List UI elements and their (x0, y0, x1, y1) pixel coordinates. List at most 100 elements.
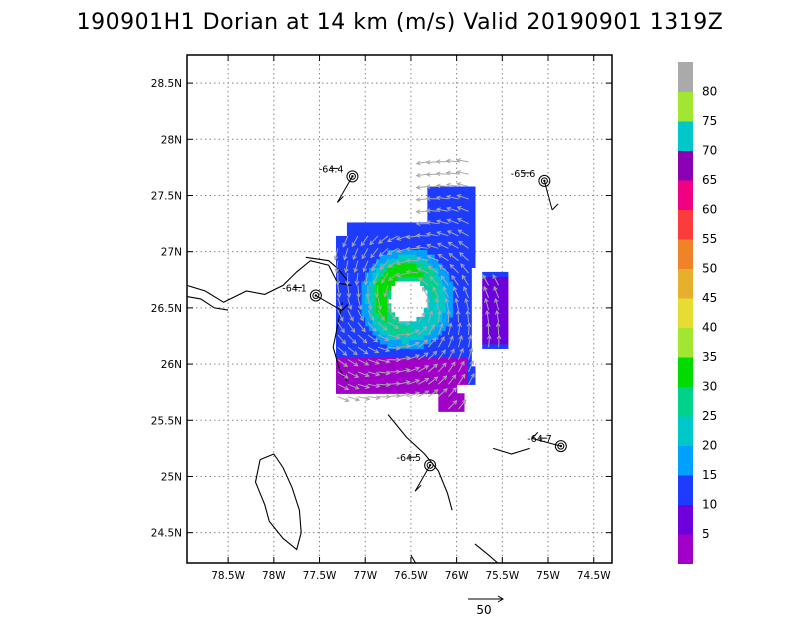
field-cell (379, 325, 385, 331)
field-cell (471, 213, 476, 219)
field-cell (489, 280, 494, 286)
wind-vector (428, 266, 439, 274)
field-cell (442, 213, 447, 219)
field-cell (449, 258, 454, 264)
field-cell (431, 316, 436, 322)
field-cell (427, 366, 432, 372)
wind-vector (436, 220, 449, 225)
field-cell (431, 262, 436, 269)
field-cell (452, 325, 458, 331)
field-cell (361, 262, 366, 269)
colorbar-swatch (678, 239, 693, 269)
field-cell (357, 375, 363, 381)
wind-vector-head (438, 264, 444, 270)
field-cell (456, 402, 461, 408)
field-cell (368, 388, 374, 394)
wind-vector-head (429, 276, 435, 281)
field-cell (463, 285, 469, 291)
wind-vector-head (416, 267, 422, 272)
field-cell (460, 393, 465, 399)
field-cell (350, 379, 355, 385)
field-cell (438, 199, 443, 206)
field-cell (467, 343, 472, 349)
field-cell (452, 253, 458, 260)
field-cell (493, 316, 498, 322)
wind-vector (363, 260, 369, 272)
field-cell (423, 343, 428, 349)
field-cell (387, 361, 392, 367)
field-cell (376, 267, 381, 273)
field-cell (427, 325, 432, 331)
field-cell (409, 325, 414, 331)
field-cell (449, 357, 454, 363)
wind-vector (468, 360, 474, 373)
field-cell (416, 370, 421, 376)
field-cell (346, 226, 352, 233)
wind-vector (347, 297, 352, 310)
field-cell (343, 298, 348, 304)
field-cell (376, 339, 381, 345)
field-cell (357, 285, 363, 291)
field-cell (335, 384, 341, 390)
field-cell (354, 321, 359, 327)
field-cell (357, 280, 363, 286)
field-cell (460, 352, 465, 358)
field-cell (431, 244, 436, 251)
field-cell (442, 240, 447, 246)
field-cell (467, 276, 472, 282)
field-cell (390, 312, 396, 318)
field-cell (463, 186, 469, 192)
wind-vector-head (492, 274, 497, 280)
field-cell (376, 244, 381, 251)
wind-vector-head (405, 246, 411, 252)
wind-vector (453, 286, 459, 298)
field-cell (390, 280, 396, 286)
wind-vector (377, 297, 381, 310)
field-cell (431, 217, 436, 224)
wind-vector-head (352, 255, 357, 261)
wind-vector-head (494, 309, 500, 315)
field-cell (449, 303, 454, 309)
wind-vector (388, 346, 400, 350)
wind-vector-head (405, 269, 411, 275)
field-cell (383, 352, 388, 358)
field-cell (438, 298, 443, 304)
wind-vector-head (458, 240, 463, 246)
field-cell (442, 244, 447, 251)
field-cell (496, 312, 502, 318)
field-cell (372, 276, 377, 282)
field-cell (346, 352, 352, 358)
field-cell (354, 388, 359, 394)
field-cell (463, 370, 469, 376)
field-cell (442, 303, 447, 309)
wind-vector-head (347, 305, 353, 311)
field-cell (365, 366, 370, 372)
wind-vector-head (445, 182, 451, 188)
field-cell (372, 222, 377, 228)
wind-vector (447, 323, 452, 335)
field-cell (438, 339, 443, 345)
field-cell (350, 285, 355, 291)
wind-vector-head (430, 323, 435, 329)
field-cell (456, 307, 461, 313)
field-cell (405, 249, 410, 255)
field-cell (361, 334, 366, 340)
field-cell (398, 384, 403, 390)
field-cell (445, 249, 450, 255)
field-cell (372, 271, 377, 278)
field-cell (431, 384, 436, 390)
field-cell (390, 352, 396, 358)
field-cell (346, 258, 352, 264)
wind-vector (398, 381, 410, 385)
wind-vector-head (405, 367, 411, 373)
field-cell (394, 222, 399, 228)
field-cell (456, 271, 461, 278)
field-cell (423, 240, 428, 246)
wind-vector-head (375, 371, 381, 377)
field-cell (335, 330, 341, 336)
field-cell (409, 352, 414, 358)
field-cell (463, 339, 469, 345)
field-cell (416, 271, 421, 278)
wind-vector (347, 359, 359, 367)
field-cell (463, 366, 469, 372)
